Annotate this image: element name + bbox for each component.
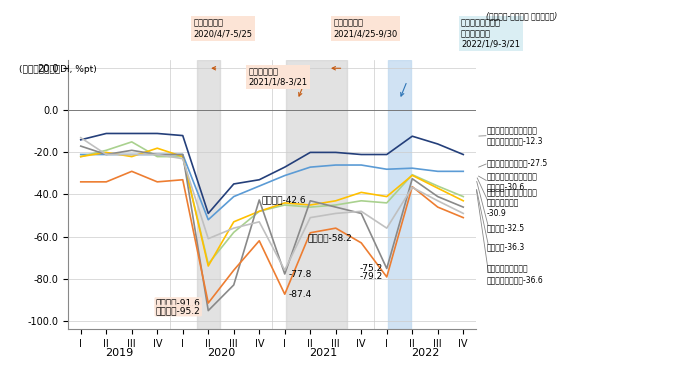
Text: 2022: 2022	[411, 348, 439, 358]
Text: 2019: 2019	[105, 348, 133, 358]
Text: 2020: 2020	[207, 348, 235, 358]
Text: 飲食業，-58.2: 飲食業，-58.2	[307, 233, 352, 242]
Text: -75.2: -75.2	[360, 264, 383, 273]
Text: 飲食業，-36.3: 飲食業，-36.3	[486, 243, 524, 252]
Text: 対個人サービス業（生活
関連），-30.6: 対個人サービス業（生活 関連），-30.6	[486, 172, 537, 191]
Bar	[286, 60, 347, 329]
Text: 対事業所サービス業（専
門技術その他），-12.3: 対事業所サービス業（専 門技術その他），-12.3	[486, 126, 543, 145]
Text: 飲食業，-91.6: 飲食業，-91.6	[156, 298, 201, 307]
Text: 緊急事態宣言
2021/4/25-9/30: 緊急事態宣言 2021/4/25-9/30	[333, 19, 397, 38]
Bar	[388, 60, 411, 329]
Text: 対個人サービス業（自動
車整備その他）
-30.9: 対個人サービス業（自動 車整備その他） -30.9	[486, 188, 537, 218]
Text: -77.8: -77.8	[288, 270, 312, 279]
Text: 情報通信・広告業，-27.5: 情報通信・広告業，-27.5	[486, 159, 547, 168]
Text: 2021: 2021	[309, 348, 337, 358]
Text: -87.4: -87.4	[288, 290, 312, 299]
Text: まん延防止等重点
措置実施期間
2022/1/9-3/21: まん延防止等重点 措置実施期間 2022/1/9-3/21	[461, 19, 520, 49]
Text: (今期の業況水準DI, %pt): (今期の業況水準DI, %pt)	[19, 65, 97, 74]
Text: 宿泊業，-32.5: 宿泊業，-32.5	[486, 224, 524, 233]
Text: (「良い」-「悪い」 今期の水準): (「良い」-「悪い」 今期の水準)	[486, 11, 558, 20]
Text: 宿泊業，-42.6: 宿泊業，-42.6	[262, 196, 307, 205]
Text: 宿泊業，-95.2: 宿泊業，-95.2	[156, 306, 201, 315]
Text: 対事業所サービス業
（運送・倉庫），-36.6: 対事業所サービス業 （運送・倉庫），-36.6	[486, 265, 543, 284]
Text: -79.2: -79.2	[360, 272, 383, 282]
Bar	[197, 60, 220, 329]
Text: 緊急事態宣言
2020/4/7-5/25: 緊急事態宣言 2020/4/7-5/25	[194, 19, 253, 38]
Text: 緊急事態宣言
2021/1/8-3/21: 緊急事態宣言 2021/1/8-3/21	[248, 67, 307, 87]
